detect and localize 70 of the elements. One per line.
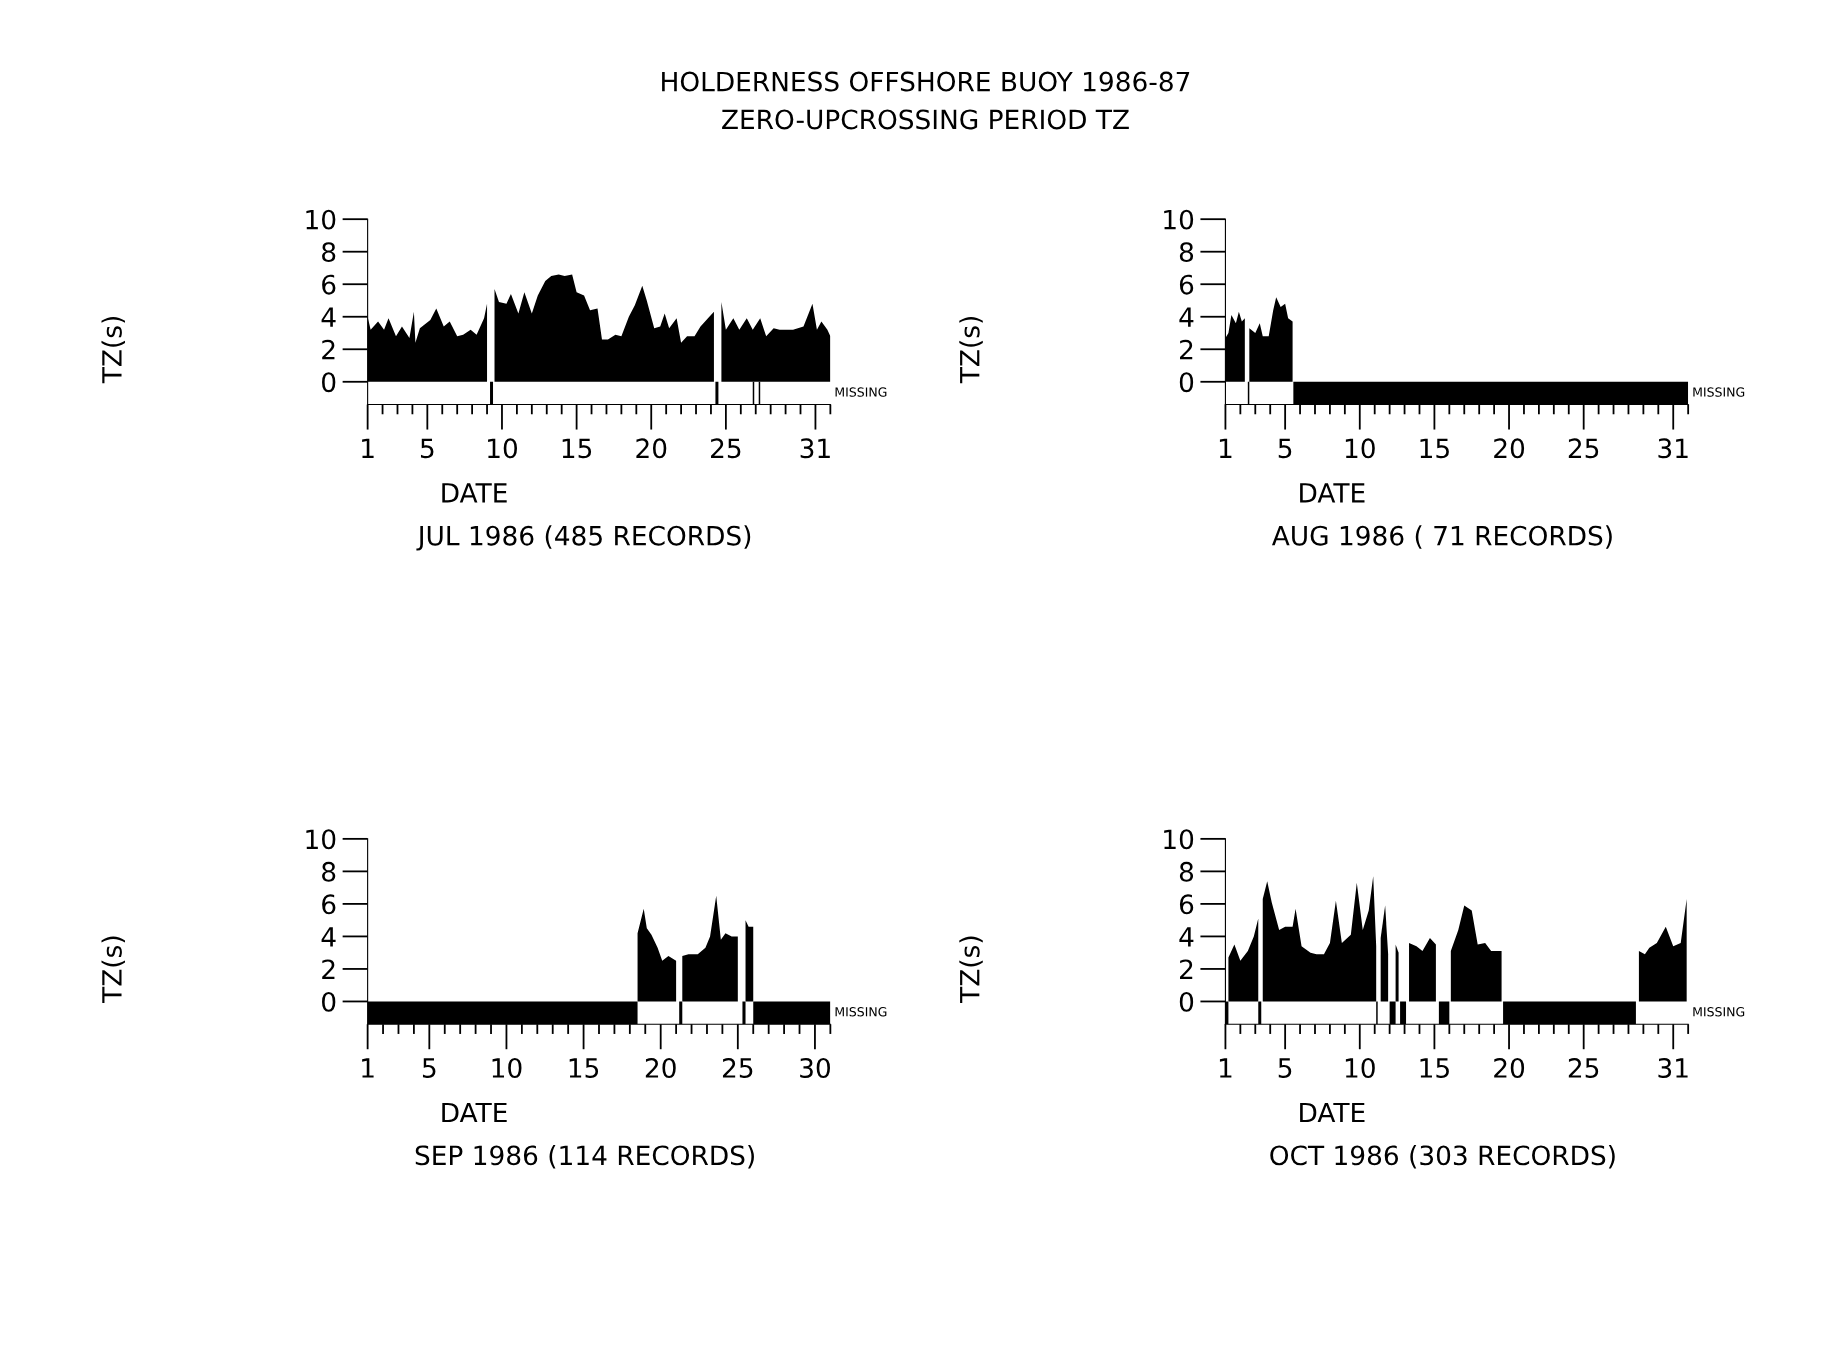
x-tick-label: 5 bbox=[420, 438, 434, 459]
x-axis-title: DATE bbox=[1300, 1102, 1365, 1123]
y-tick-label: 10 bbox=[306, 209, 336, 230]
x-tick-label: 25 bbox=[1568, 438, 1599, 459]
text: OCT 1986 (303 RECORDS) bbox=[1270, 1144, 1615, 1169]
x-tick-label: 20 bbox=[1494, 1058, 1525, 1078]
y-tick-label: 0 bbox=[1179, 991, 1194, 1012]
y-tick-label: 4 bbox=[321, 927, 336, 947]
text: MISSING bbox=[835, 1007, 887, 1017]
y-tick-label: 8 bbox=[322, 861, 336, 882]
y-tick-label: 2 bbox=[322, 959, 335, 979]
x-axis-title: DATE bbox=[442, 1102, 507, 1123]
x-tick-label: 5 bbox=[1278, 438, 1292, 459]
x-tick-label: 10 bbox=[1345, 438, 1375, 459]
y-axis-title: TZ(s) bbox=[101, 316, 125, 384]
x-axis-title: DATE bbox=[1300, 483, 1365, 503]
y-tick-label: 6 bbox=[322, 274, 336, 295]
y-tick-label: 6 bbox=[1179, 894, 1194, 915]
y-tick-label: 0 bbox=[322, 991, 336, 1012]
y-axis-title: TZ(s) bbox=[101, 936, 125, 1003]
text: MISSING bbox=[1693, 1007, 1745, 1017]
y-tick-label: 2 bbox=[1180, 339, 1193, 360]
x-tick-label: 20 bbox=[636, 438, 667, 459]
y-tick-label: 6 bbox=[1179, 274, 1194, 295]
x-tick-label: 20 bbox=[645, 1058, 676, 1078]
x-tick-label: 25 bbox=[1568, 1058, 1599, 1078]
x-tick-label: 25 bbox=[711, 438, 741, 459]
text: MISSING bbox=[835, 387, 887, 397]
x-tick-label: 1 bbox=[362, 438, 374, 458]
x-tick-label: 10 bbox=[492, 1058, 522, 1078]
text: MISSING bbox=[1693, 387, 1745, 397]
y-tick-label: 8 bbox=[1179, 242, 1194, 263]
y-tick-label: 10 bbox=[1164, 829, 1194, 850]
text: AUG 1986 ( 71 RECORDS) bbox=[1271, 525, 1612, 549]
x-tick-label: 15 bbox=[562, 438, 592, 459]
x-tick-label: 1 bbox=[1219, 1058, 1232, 1078]
text: HOLDERNESS OFFSHORE BUOY 1986-87 bbox=[662, 71, 1190, 92]
y-tick-label: 4 bbox=[1179, 307, 1194, 327]
text: JUL 1986 (485 RECORDS) bbox=[416, 525, 751, 551]
x-tick-label: 5 bbox=[422, 1058, 436, 1078]
x-tick-label: 15 bbox=[569, 1058, 599, 1078]
y-tick-label: 10 bbox=[1164, 209, 1194, 230]
y-tick-label: 6 bbox=[322, 894, 336, 915]
y-tick-label: 0 bbox=[1179, 372, 1194, 393]
x-tick-label: 15 bbox=[1420, 1058, 1449, 1078]
x-tick-label: 31 bbox=[1658, 1058, 1688, 1078]
x-axis-title: DATE bbox=[442, 483, 507, 503]
y-axis-title: TZ(s) bbox=[959, 936, 983, 1003]
y-tick-label: 4 bbox=[321, 307, 336, 327]
x-tick-label: 20 bbox=[1494, 438, 1525, 459]
x-tick-label: 31 bbox=[1658, 438, 1688, 459]
x-tick-label: 10 bbox=[1345, 1058, 1375, 1078]
text: ZERO-UPCROSSING PERIOD TZ bbox=[722, 109, 1129, 130]
x-tick-label: 25 bbox=[722, 1058, 753, 1078]
x-tick-label: 1 bbox=[1219, 438, 1232, 458]
y-tick-label: 8 bbox=[1179, 861, 1194, 882]
text: SEP 1986 (114 RECORDS) bbox=[415, 1144, 754, 1169]
x-tick-label: 30 bbox=[800, 1058, 830, 1078]
y-tick-label: 2 bbox=[322, 339, 335, 360]
y-tick-label: 10 bbox=[306, 829, 336, 850]
x-tick-label: 31 bbox=[800, 438, 830, 459]
y-tick-label: 4 bbox=[1179, 927, 1194, 947]
x-tick-label: 10 bbox=[488, 438, 518, 459]
y-tick-label: 2 bbox=[1180, 959, 1193, 979]
x-tick-label: 5 bbox=[1278, 1058, 1292, 1078]
x-tick-label: 15 bbox=[1420, 438, 1449, 459]
y-tick-label: 8 bbox=[322, 242, 336, 263]
y-tick-label: 0 bbox=[322, 372, 336, 393]
x-tick-label: 1 bbox=[362, 1058, 374, 1078]
y-axis-title: TZ(s) bbox=[959, 316, 983, 384]
